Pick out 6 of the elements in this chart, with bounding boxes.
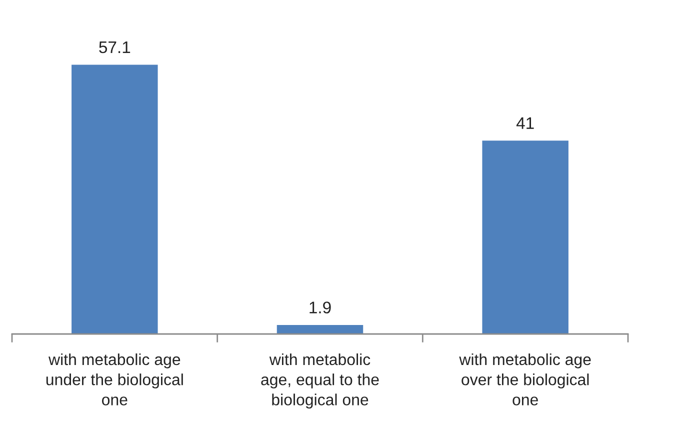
x-tick-label: with metabolic age under the biological one	[46, 353, 183, 406]
data-label: 1.9	[310, 302, 331, 314]
data-label: 57.1	[99, 42, 130, 54]
x-tick-label: with metabolic age, equal to the biological one	[261, 353, 379, 409]
data-label: 41	[516, 117, 534, 129]
x-tick-label: with metabolic age over the biological one	[459, 353, 591, 406]
